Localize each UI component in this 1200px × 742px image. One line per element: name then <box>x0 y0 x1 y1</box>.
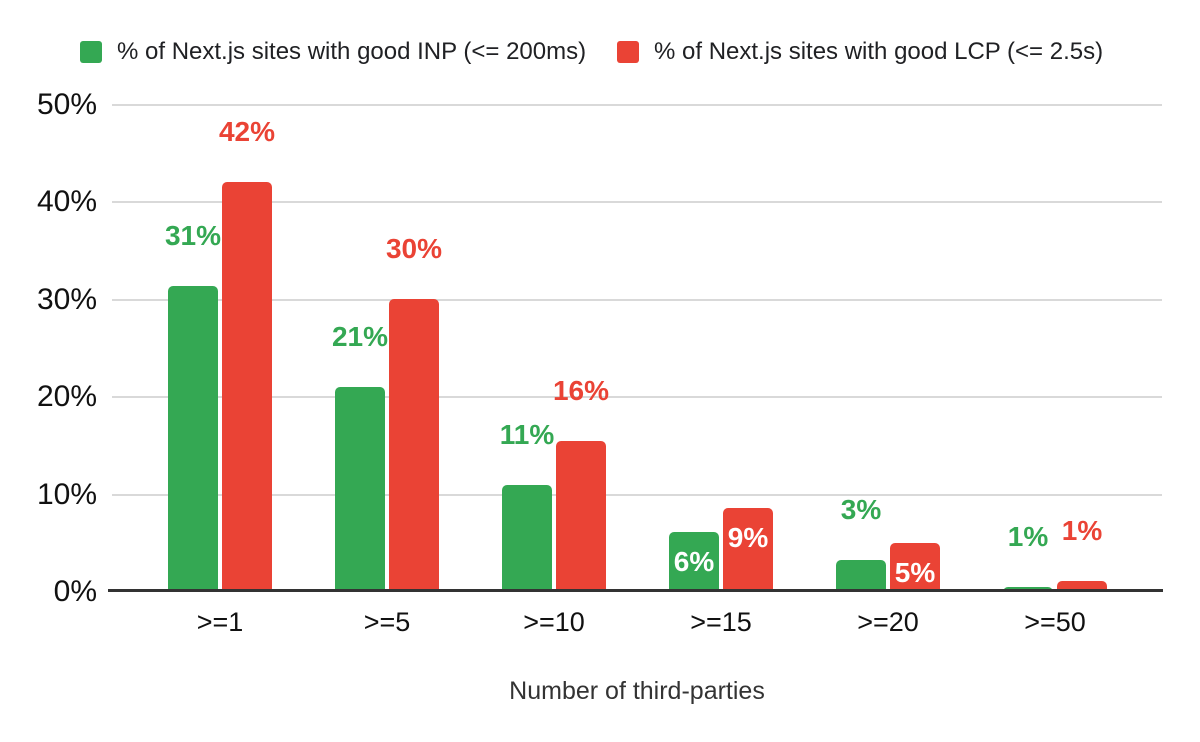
x-axis-line <box>108 589 1163 592</box>
x-tick-label: >=1 <box>196 607 244 637</box>
x-tick-label: >=20 <box>857 607 919 637</box>
bar-inp-ge10 <box>502 484 552 592</box>
y-tick-label: 20% <box>36 380 97 414</box>
x-tick-label: >=15 <box>690 607 752 637</box>
value-label: 6% <box>673 545 715 577</box>
value-label: 5% <box>894 557 936 589</box>
inp-series-swatch <box>80 41 102 63</box>
gridline-50% <box>112 104 1162 106</box>
bar-inp-ge20 <box>836 559 886 592</box>
bar-lcp-ge50 <box>1057 581 1107 592</box>
legend-label-lcp: % of Next.js sites with good LCP (<= 2.5… <box>654 38 1104 65</box>
value-label: 1% <box>1061 515 1103 547</box>
legend-label-inp: % of Next.js sites with good INP (<= 200… <box>117 38 587 65</box>
x-tick-label: >=50 <box>1024 607 1086 637</box>
legend-item-inp: % of Next.js sites with good INP (<= 200… <box>80 38 586 66</box>
gridline-30% <box>112 298 1162 301</box>
y-tick-label: 10% <box>36 477 97 511</box>
bar-inp-ge1 <box>168 286 218 592</box>
x-tick-label: >=10 <box>523 607 585 637</box>
value-label: 42% <box>218 115 276 147</box>
value-label: 1% <box>1007 521 1049 553</box>
value-label: 30% <box>385 232 443 264</box>
gridline-20% <box>112 396 1162 399</box>
bar-lcp-ge15 <box>723 508 773 592</box>
gridline-10% <box>112 493 1162 496</box>
bar-lcp-ge1 <box>222 181 272 592</box>
value-label: 16% <box>552 375 610 407</box>
y-tick-label: 0% <box>53 575 97 608</box>
y-tick-label: 50% <box>36 88 97 121</box>
lcp-series-swatch <box>617 41 639 63</box>
x-tick-label: >=5 <box>363 607 411 637</box>
value-label: 9% <box>727 522 769 554</box>
bar-lcp-ge10 <box>556 441 606 592</box>
bar-inp-ge5 <box>335 387 385 592</box>
value-label: 21% <box>331 321 389 353</box>
bar-lcp-ge5 <box>389 298 439 592</box>
bar-inp-ge15 <box>669 531 719 592</box>
value-label: 11% <box>499 418 555 450</box>
gridline-40% <box>112 201 1162 204</box>
y-tick-label: 30% <box>36 282 97 316</box>
x-axis-title: Number of third-parties <box>509 677 765 705</box>
y-tick-label: 40% <box>36 185 97 219</box>
value-label: 3% <box>840 493 882 525</box>
legend-item-lcp: % of Next.js sites with good LCP (<= 2.5… <box>617 38 1103 66</box>
bar-lcp-ge20 <box>890 543 940 592</box>
value-label: 31% <box>164 220 222 252</box>
